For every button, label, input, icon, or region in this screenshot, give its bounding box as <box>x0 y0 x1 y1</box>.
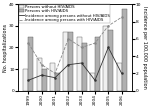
Bar <box>95 37 100 91</box>
Legend: Persons without HIV/AIDS, Persons with HIV/AIDS, Incidence among persons without: Persons without HIV/AIDS, Persons with H… <box>19 4 110 23</box>
Bar <box>50 63 55 91</box>
Bar <box>42 69 47 91</box>
Bar <box>108 30 113 91</box>
Bar <box>77 37 82 91</box>
Bar <box>68 32 73 91</box>
Bar <box>117 63 122 91</box>
Bar <box>122 9 127 91</box>
Bar <box>23 69 28 91</box>
Bar <box>55 73 60 91</box>
Y-axis label: Incidence per 100,000 population: Incidence per 100,000 population <box>142 6 147 89</box>
Bar <box>103 26 108 91</box>
Bar <box>63 32 68 91</box>
Bar <box>28 37 33 91</box>
Bar <box>90 73 95 91</box>
Bar <box>82 43 87 91</box>
Bar <box>37 58 42 91</box>
Y-axis label: No. hospitalizations: No. hospitalizations <box>3 23 8 71</box>
